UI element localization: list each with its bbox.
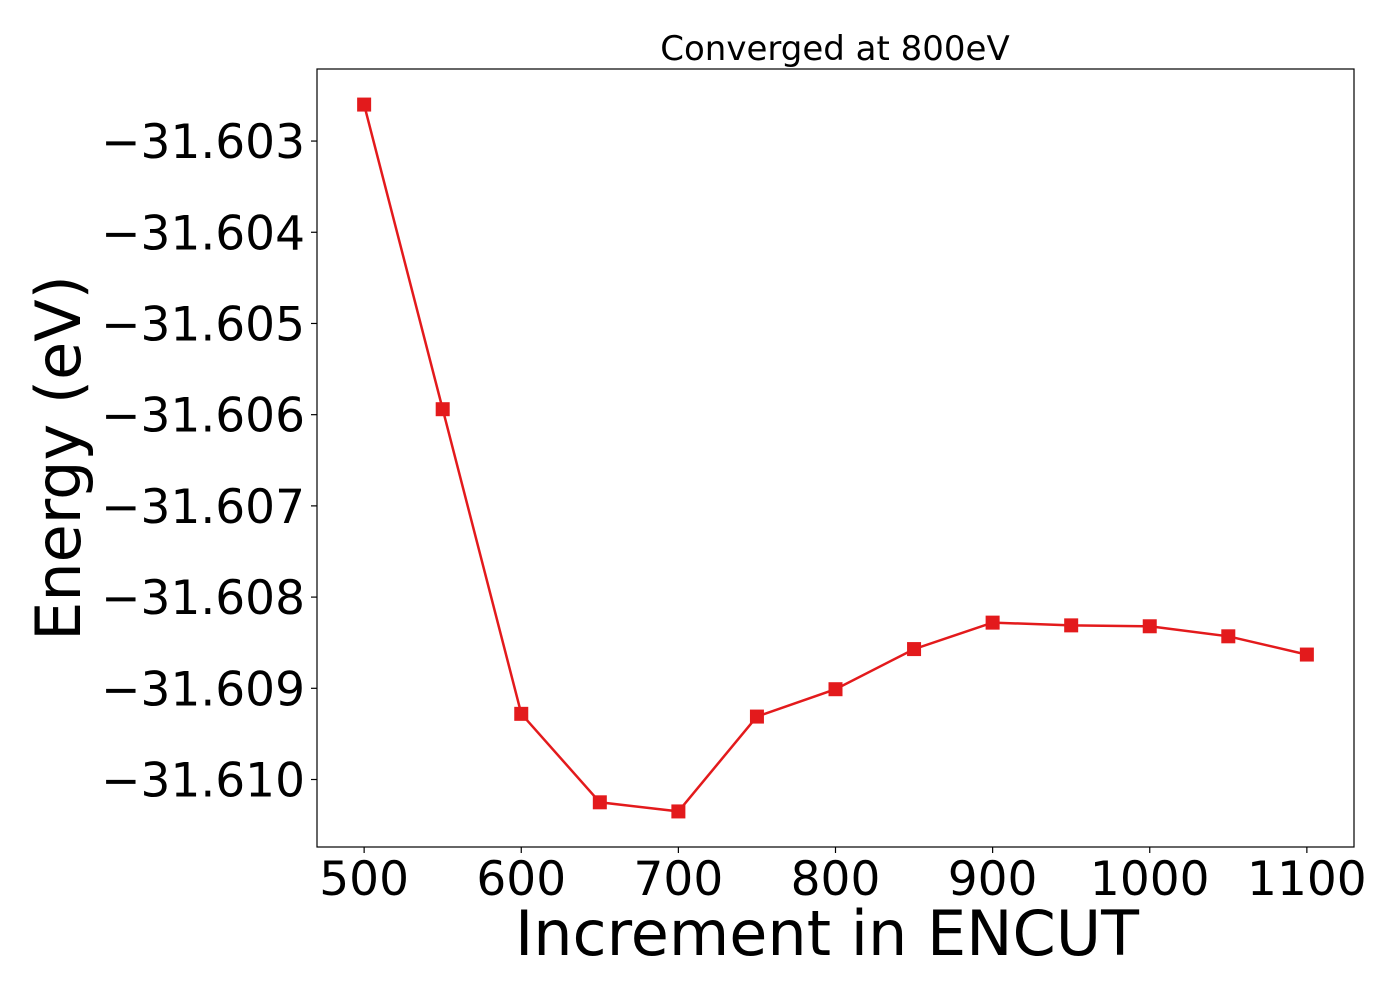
series-energy — [357, 97, 1314, 819]
data-point-marker — [1221, 629, 1236, 644]
data-point-marker — [1142, 619, 1157, 634]
data-point-marker — [1064, 618, 1079, 633]
data-point-marker — [357, 97, 372, 112]
y-axis-ticks: −31.603 −31.604 −31.605 −31.606 −31.607 −31.6… — [101, 115, 317, 809]
data-point-marker — [592, 795, 607, 810]
x-tick-label: 600 — [476, 852, 566, 907]
data-point-marker — [1299, 647, 1314, 662]
y-axis-label: Energy (eV) — [22, 275, 95, 641]
x-tick-label: 1000 — [1090, 852, 1210, 907]
y-tick-label: −31.610 — [101, 754, 305, 809]
x-tick-label: 800 — [791, 852, 881, 907]
data-point-marker — [828, 682, 843, 697]
data-point-marker — [985, 615, 1000, 630]
x-axis-label: Increment in ENCUT — [515, 897, 1140, 970]
y-tick-label: −31.604 — [101, 206, 305, 261]
data-point-marker — [435, 402, 450, 417]
y-tick-label: −31.607 — [101, 480, 305, 535]
data-point-marker — [907, 642, 922, 657]
plot-area — [316, 68, 1355, 848]
x-tick-label: 900 — [948, 852, 1038, 907]
y-tick-label: −31.606 — [101, 389, 305, 444]
x-tick-label: 500 — [319, 852, 409, 907]
x-axis-ticks: 500 600 700 800 900 1000 1100 — [319, 847, 1367, 907]
y-tick-label: −31.605 — [101, 297, 305, 352]
y-tick-label: −31.608 — [101, 571, 305, 626]
x-tick-label: 1100 — [1247, 852, 1367, 907]
y-tick-label: −31.603 — [101, 115, 305, 170]
data-point-marker — [749, 709, 764, 724]
x-tick-label: 700 — [634, 852, 724, 907]
y-tick-label: −31.609 — [101, 662, 305, 717]
chart-title: Converged at 800eV — [660, 29, 1009, 69]
data-point-marker — [671, 804, 686, 819]
data-point-marker — [514, 706, 529, 721]
